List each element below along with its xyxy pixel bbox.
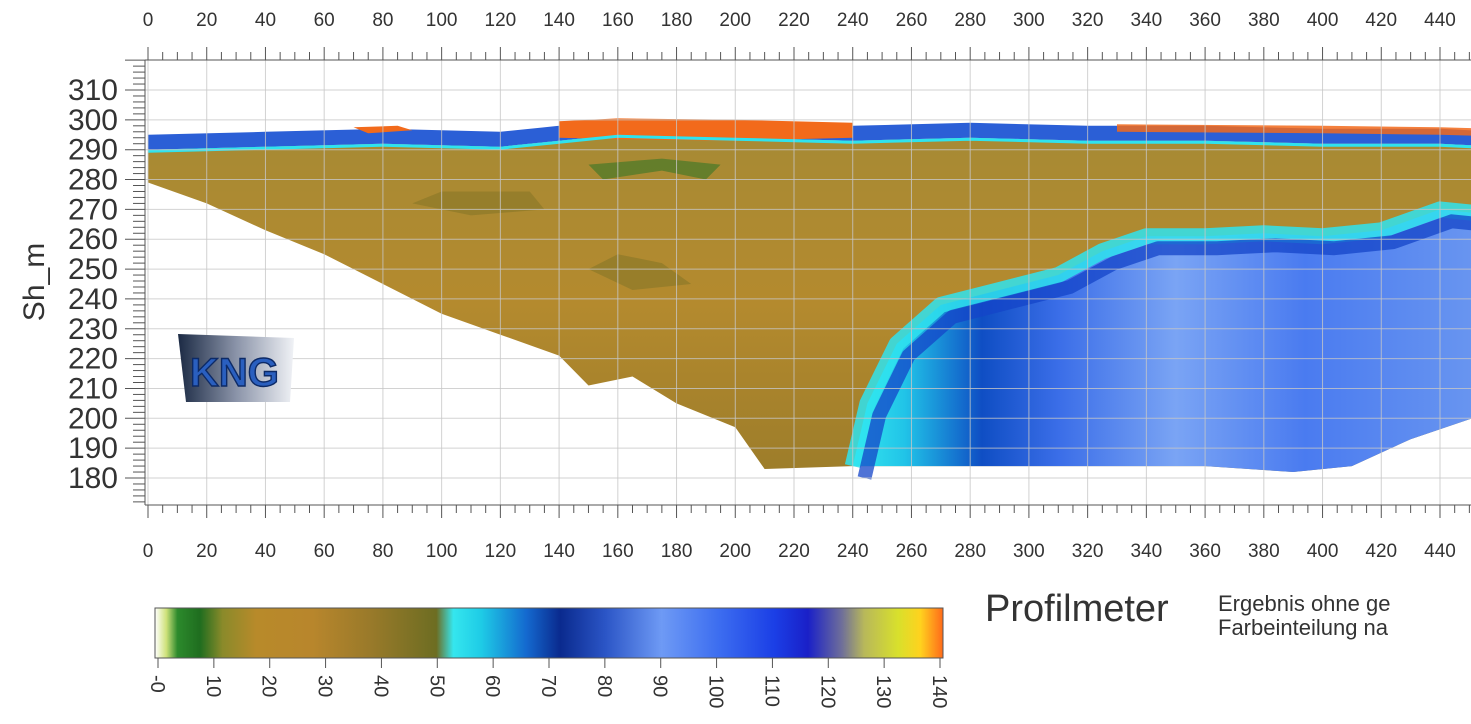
x-tick-label: 20 (196, 541, 217, 562)
colorbar-tick-label: -0 (146, 675, 168, 693)
resistivity-section (147, 118, 1471, 480)
colorbar-tick-label: 40 (369, 675, 391, 697)
x-tick-label: 380 (1248, 10, 1280, 31)
caption-line-2: Farbeinteilung na (1218, 615, 1389, 640)
y-tick-label: 220 (68, 343, 118, 376)
y-tick-label: 310 (68, 74, 118, 107)
x-tick-label: 300 (1013, 10, 1045, 31)
colorbar-tick-label: 90 (649, 675, 671, 697)
x-tick-label: 0 (143, 541, 154, 562)
x-tick-label: 0 (143, 10, 154, 31)
colorbar-tick-label: 20 (258, 675, 280, 697)
colorbar-tick-label: 110 (760, 675, 782, 707)
x-tick-label: 220 (778, 10, 810, 31)
low-resistivity-patch (588, 254, 692, 290)
zone-rim-deep (857, 214, 1471, 480)
y-tick-label: 210 (68, 372, 118, 405)
y-tick-label: 240 (68, 283, 118, 316)
x-tick-label: 40 (255, 10, 276, 31)
y-axis: 3103002902802702602502402302202102001901… (68, 59, 145, 503)
x-tick-label: 260 (896, 10, 928, 31)
x-tick-label: 340 (1131, 10, 1163, 31)
low-resistivity-patch (588, 158, 721, 180)
logo-badge (178, 334, 294, 402)
x-tick-label: 400 (1307, 541, 1339, 562)
x-tick-label: 160 (602, 10, 634, 31)
x-axis-bottom: 0 20 40 60 80 100 120 140 160 180 200 220 240 260 280 3… (143, 505, 1470, 562)
x-tick-label: 440 (1424, 10, 1456, 31)
y-tick-label: 250 (68, 253, 118, 286)
colorbar-tick-label: 140 (928, 675, 950, 708)
x-tick-label: 120 (485, 541, 517, 562)
y-tick-label: 290 (68, 134, 118, 167)
y-tick-label: 190 (68, 432, 118, 465)
colorbar (154, 607, 944, 659)
x-tick-label: 240 (837, 541, 869, 562)
x-tick-label: 380 (1248, 541, 1280, 562)
x-tick-label: 180 (661, 10, 693, 31)
colorbar-tick-label: 100 (705, 675, 727, 708)
y-tick-label: 280 (68, 164, 118, 197)
x-tick-label: 360 (1189, 10, 1221, 31)
y-axis-label: Sh_m (18, 243, 51, 321)
caption-note: Ergebnis ohne ge Farbeinteilung na (1218, 592, 1390, 640)
x-tick-label: 100 (426, 10, 458, 31)
x-tick-label: 280 (954, 541, 986, 562)
x-tick-label: 400 (1307, 10, 1339, 31)
x-tick-label: 60 (314, 541, 335, 562)
axes (144, 59, 1471, 506)
surface-orange-zone (559, 118, 853, 141)
y-tick-label: 300 (68, 104, 118, 137)
high-resistivity-zone (852, 209, 1471, 472)
y-tick-label: 230 (68, 313, 118, 346)
x-tick-label: 200 (719, 10, 751, 31)
x-tick-label: 180 (661, 541, 693, 562)
colorbar-tick-label: 30 (314, 675, 336, 697)
x-tick-label: 240 (837, 10, 869, 31)
x-tick-label: 340 (1131, 541, 1163, 562)
colorbar-tick-label: 60 (481, 675, 503, 697)
x-tick-label: 320 (1072, 10, 1104, 31)
colorbar-ticks: -0 10 20 30 40 50 60 70 80 90 100 110 120 130 140 (146, 658, 950, 708)
y-tick-label: 200 (68, 402, 118, 435)
caption-title: Profilmeter (985, 588, 1169, 630)
zone-rim (844, 201, 1471, 468)
y-tick-label: 260 (68, 223, 118, 256)
x-tick-label: 100 (426, 541, 458, 562)
colorbar-tick-label: 80 (593, 675, 615, 697)
x-tick-label: 360 (1189, 541, 1221, 562)
x-tick-label: 260 (896, 541, 928, 562)
colorbar-tick-label: 70 (537, 675, 559, 697)
x-tick-label: 20 (196, 10, 217, 31)
x-tick-label: 140 (543, 541, 575, 562)
x-tick-label: 420 (1365, 541, 1397, 562)
x-tick-label: 140 (543, 10, 575, 31)
grid (145, 60, 1471, 505)
x-tick-label: 80 (372, 10, 393, 31)
x-tick-label: 40 (255, 541, 276, 562)
x-tick-label: 440 (1424, 541, 1456, 562)
colorbar-tick-label: 50 (425, 675, 447, 697)
x-tick-label: 120 (485, 10, 517, 31)
logo: KNG (178, 334, 294, 402)
x-tick-label: 60 (314, 10, 335, 31)
x-tick-label: 280 (954, 10, 986, 31)
x-tick-label: 420 (1365, 10, 1397, 31)
x-tick-label: 320 (1072, 541, 1104, 562)
x-tick-label: 160 (602, 541, 634, 562)
logo-text: KNG (190, 351, 279, 395)
colorbar-tick-label: 10 (202, 675, 224, 697)
x-tick-label: 300 (1013, 541, 1045, 562)
colorbar-tick-label: 130 (872, 675, 894, 708)
y-tick-label: 270 (68, 193, 118, 226)
y-tick-label: 180 (68, 462, 118, 495)
x-axis-top: 0 20 40 60 80 100 120 140 160 180 200 220 240 260 280 3… (143, 10, 1470, 60)
x-tick-label: 200 (719, 541, 751, 562)
x-tick-label: 80 (372, 541, 393, 562)
x-tick-label: 220 (778, 541, 810, 562)
colorbar-tick-label: 120 (816, 675, 838, 708)
caption-line-1: Ergebnis ohne ge (1218, 591, 1391, 616)
